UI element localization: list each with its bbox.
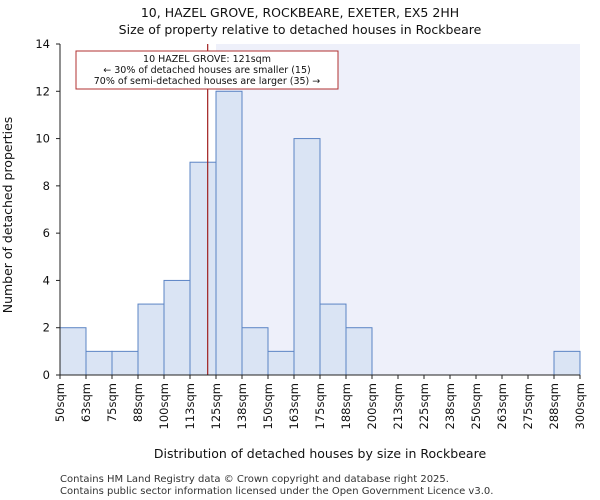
x-tick-label: 275sqm	[521, 383, 535, 429]
x-tick-label: 188sqm	[339, 383, 353, 429]
bar-125sqm	[215, 90, 243, 376]
x-tick-label: 113sqm	[183, 383, 197, 429]
chart-title: 10, HAZEL GROVE, ROCKBEARE, EXETER, EX5 …	[141, 5, 459, 20]
x-tick-label: 175sqm	[313, 383, 327, 429]
footer-licence: Contains public sector information licen…	[60, 486, 493, 497]
annotation-frame	[75, 50, 339, 90]
bar-113sqm	[189, 161, 217, 376]
y-axis-label: Number of detached properties	[0, 117, 15, 314]
x-tick-label: 250sqm	[469, 383, 483, 429]
annotation-box: 10 HAZEL GROVE: 121sqm ← 30% of detached…	[75, 50, 339, 90]
y-tick-label: 0	[43, 368, 50, 382]
x-tick-label: 263sqm	[495, 383, 509, 429]
x-tick-label: 238sqm	[443, 383, 457, 429]
x-tick-label: 63sqm	[79, 383, 93, 422]
bar-88sqm	[137, 303, 165, 376]
bar-175sqm	[319, 303, 347, 376]
x-tick-label: 300sqm	[573, 383, 587, 429]
x-tick-label: 200sqm	[365, 383, 379, 429]
y-tick-label: 2	[43, 321, 50, 335]
bar-75sqm	[111, 350, 139, 376]
y-tick-label: 6	[43, 226, 50, 240]
x-tick-label: 125sqm	[209, 383, 223, 429]
bar-100sqm	[163, 279, 191, 376]
x-tick-label: 163sqm	[287, 383, 301, 429]
x-tick-label: 213sqm	[391, 383, 405, 429]
larger-region-shading	[216, 44, 580, 375]
annotation-smaller: ← 30% of detached houses are smaller (15…	[103, 65, 310, 76]
bar-138sqm	[241, 327, 269, 376]
bar-188sqm	[345, 327, 373, 376]
y-tick-label: 14	[35, 37, 50, 51]
x-tick-label: 150sqm	[261, 383, 275, 429]
bar-150sqm	[267, 350, 295, 376]
bar-50sqm	[59, 327, 87, 376]
x-tick-label: 88sqm	[131, 383, 145, 422]
y-tick-label: 8	[43, 179, 50, 193]
x-tick-label: 100sqm	[157, 383, 171, 429]
bar-288sqm	[553, 350, 581, 376]
x-tick-label: 50sqm	[53, 383, 67, 422]
bar-63sqm	[85, 350, 113, 376]
x-tick-label: 288sqm	[547, 383, 561, 429]
x-tick-label: 225sqm	[417, 383, 431, 429]
x-axis-label: Distribution of detached houses by size …	[154, 446, 487, 461]
x-tick-label: 75sqm	[105, 383, 119, 422]
annotation-larger: 70% of semi-detached houses are larger (…	[94, 76, 321, 87]
y-tick-label: 4	[43, 273, 50, 287]
footer-copyright: Contains HM Land Registry data © Crown c…	[60, 474, 449, 485]
x-tick-label: 138sqm	[235, 383, 249, 429]
bar-163sqm	[293, 138, 321, 376]
y-tick-label: 12	[35, 84, 50, 98]
annotation-title: 10 HAZEL GROVE: 121sqm	[143, 54, 271, 65]
chart-subtitle: Size of property relative to detached ho…	[119, 22, 482, 37]
y-tick-label: 10	[35, 132, 50, 146]
